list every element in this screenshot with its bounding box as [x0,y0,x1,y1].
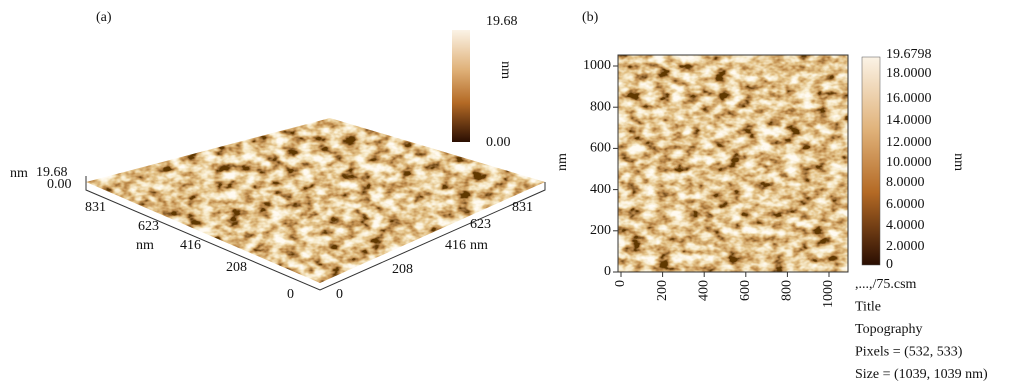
colorbar-tick-label: 4.0000 [886,218,925,233]
colorbar-unit: nm [951,153,966,171]
right-tick-label: 623 [470,217,491,232]
colorbar-tick-label: 12.0000 [886,135,932,150]
y-tick-label: 0 [604,264,611,279]
right-tick-label: 208 [392,262,413,277]
x-tick-label: 1000 [821,280,836,308]
z-max: 19.68 [36,165,68,180]
x-tick-label: 400 [696,280,711,301]
x-tick-label: 200 [655,280,670,301]
info-line: ,...,/75.csm [855,277,917,292]
right-axis-unit: nm [470,238,488,253]
y-tick-label: 600 [590,141,611,156]
colorbar-tick-label: 10.0000 [886,155,932,170]
colorbar-unit: nm [498,61,513,79]
colorbar-tick-label: 16.0000 [886,91,932,106]
colorbar-tick-label: 18.0000 [886,66,932,81]
right-tick-label: 0 [336,287,343,302]
y-tick-label: 1000 [583,58,611,73]
z-min: 0.00 [47,177,72,192]
panel-label: (a) [96,10,112,25]
surface-frame [85,176,546,291]
x-tick-label: 600 [738,280,753,301]
left-axis-unit: nm [136,238,154,253]
topography-image [618,55,848,272]
x-tick-label: 0 [613,280,628,287]
x-tick-label: 800 [780,280,795,301]
colorbar-min: 0.00 [486,135,511,150]
left-tick-label: 831 [85,200,106,215]
surface [86,118,545,283]
colorbar-tick-label: 6.0000 [886,197,925,212]
left-tick-label: 0 [287,287,294,302]
panel-label: (b) [582,10,599,25]
right-tick-label: 831 [512,200,533,215]
colorbar-tick-label: 2.0000 [886,239,925,254]
left-tick-label: 416 [180,238,201,253]
info-line: Size = (1039, 1039 nm) [855,367,988,381]
y-tick-label: 400 [590,182,611,197]
right-tick-label: 416 [445,238,466,253]
y-axis-label: nm [555,153,570,171]
colorbar [452,30,470,142]
colorbar-tick-label: 0 [886,257,893,272]
colorbar-tick-label: 19.6798 [886,47,932,62]
y-tick-label: 200 [590,223,611,238]
colorbar [861,56,881,266]
z-unit: nm [10,166,28,181]
info-line: Pixels = (532, 533) [855,345,963,360]
y-tick-label: 800 [590,99,611,114]
colorbar-tick-label: 14.0000 [886,113,932,128]
image-frame [617,54,849,273]
info-line: Topography [855,322,922,337]
left-tick-label: 623 [138,219,159,234]
colorbar-max: 19.68 [486,14,518,29]
info-line: Title [855,300,881,315]
colorbar-tick-label: 8.0000 [886,175,925,190]
left-tick-label: 208 [226,260,247,275]
